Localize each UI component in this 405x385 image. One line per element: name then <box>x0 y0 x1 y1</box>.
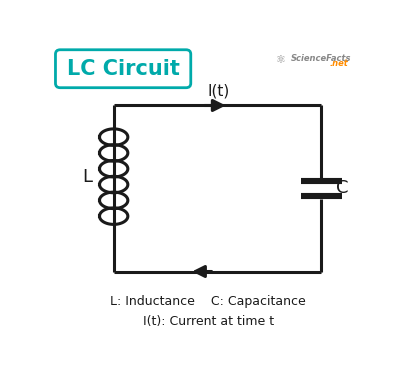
Text: ⚛: ⚛ <box>275 55 285 65</box>
Text: LC Circuit: LC Circuit <box>66 59 179 79</box>
Text: .net: .net <box>328 59 347 68</box>
FancyBboxPatch shape <box>55 50 190 88</box>
Text: L: Inductance    C: Capacitance: L: Inductance C: Capacitance <box>110 295 305 308</box>
Text: I(t): I(t) <box>207 83 230 98</box>
Text: L: L <box>82 167 92 186</box>
Text: C: C <box>335 179 347 198</box>
Text: ScienceFacts: ScienceFacts <box>290 54 351 63</box>
Text: I(t): Current at time t: I(t): Current at time t <box>142 315 273 328</box>
